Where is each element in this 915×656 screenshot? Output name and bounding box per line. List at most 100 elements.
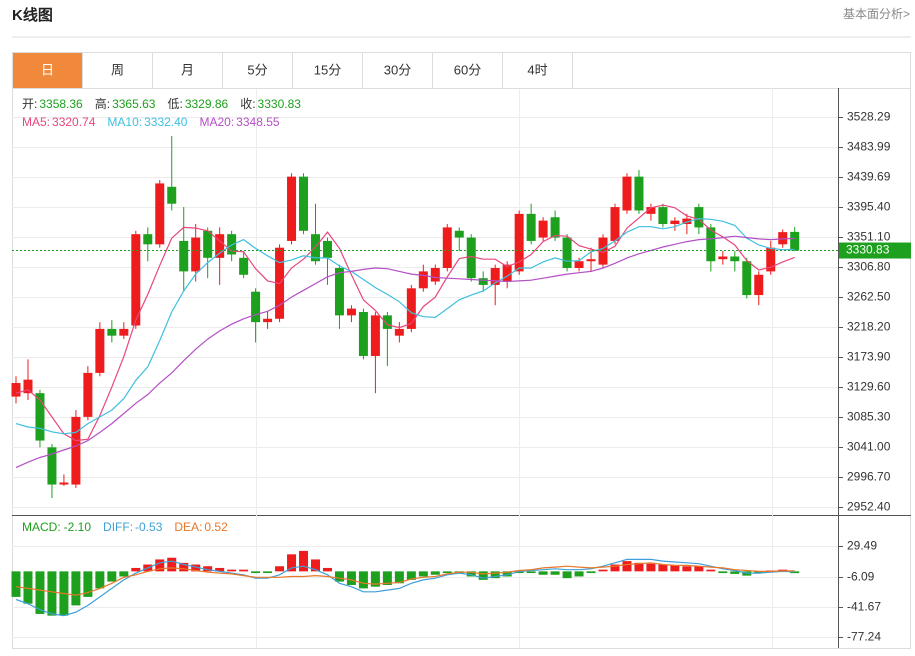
macd-bar bbox=[215, 567, 225, 572]
macd-bar bbox=[598, 569, 608, 572]
candle-body bbox=[23, 379, 33, 394]
macd-bar bbox=[299, 550, 309, 572]
readout-label: 高: bbox=[95, 96, 110, 111]
macd-bar bbox=[406, 571, 416, 580]
readout-label: MA20: bbox=[199, 115, 234, 129]
candle-body bbox=[107, 328, 117, 336]
macd-bar bbox=[47, 571, 57, 616]
macd-bar bbox=[646, 563, 656, 572]
candle-body bbox=[682, 218, 692, 225]
macd-bar bbox=[526, 571, 536, 574]
tab-label[interactable]: 4时 bbox=[527, 62, 547, 77]
tab[interactable] bbox=[152, 52, 223, 89]
readout-value: 3358.36 bbox=[39, 97, 83, 111]
macd-bar bbox=[610, 564, 620, 572]
readout-label: DIFF: bbox=[103, 520, 133, 534]
macd-bar bbox=[586, 571, 596, 574]
macd-bar bbox=[418, 571, 428, 577]
readout-label: 低: bbox=[167, 97, 182, 111]
macd-bar bbox=[718, 571, 728, 574]
candle-body bbox=[526, 213, 536, 241]
tab-label[interactable]: 周 bbox=[111, 62, 124, 77]
readout-value: -2.10 bbox=[64, 520, 92, 534]
candle-body bbox=[358, 311, 368, 356]
last-price-label: 3330.83 bbox=[846, 243, 890, 257]
macd-bar bbox=[466, 571, 476, 577]
tab[interactable] bbox=[292, 52, 363, 89]
readout-label: DEA: bbox=[174, 520, 202, 534]
candle-body bbox=[131, 234, 141, 326]
readout-label: MA5: bbox=[22, 115, 50, 129]
readout-value: 3330.83 bbox=[258, 97, 302, 111]
candle-body bbox=[382, 315, 392, 329]
candle-body bbox=[334, 268, 344, 316]
macd-bar bbox=[634, 562, 644, 572]
y-tick-label: 3085.30 bbox=[847, 410, 891, 424]
tab-label[interactable]: 月 bbox=[181, 62, 194, 77]
candle-body bbox=[47, 447, 57, 485]
tab[interactable] bbox=[432, 52, 503, 89]
macd-bar bbox=[562, 571, 572, 579]
candle-body bbox=[95, 328, 105, 373]
macd-bar bbox=[263, 571, 273, 574]
candle-body bbox=[179, 240, 189, 272]
macd-bar bbox=[694, 566, 704, 572]
macd-bar bbox=[346, 571, 356, 585]
macd-bar bbox=[358, 571, 368, 589]
candle-body bbox=[646, 207, 656, 214]
candle-body bbox=[778, 232, 788, 245]
macd-bar bbox=[275, 566, 285, 572]
readout-value: 3320.74 bbox=[52, 115, 96, 129]
macd-bar bbox=[107, 571, 117, 582]
candle-body bbox=[287, 176, 297, 241]
macd-bar bbox=[35, 571, 45, 614]
candle-body bbox=[742, 261, 752, 296]
macd-bar bbox=[430, 571, 440, 575]
candle-body bbox=[610, 207, 620, 241]
candle-body bbox=[598, 237, 608, 265]
y-tick-label: 3351.10 bbox=[847, 230, 891, 244]
candle-body bbox=[299, 176, 309, 231]
last-price-tag bbox=[839, 242, 911, 259]
candle-body bbox=[203, 230, 213, 258]
tab-label[interactable]: 15分 bbox=[314, 62, 341, 77]
tab[interactable] bbox=[362, 52, 433, 89]
macd-bar bbox=[83, 571, 93, 597]
macd-bar bbox=[71, 571, 81, 606]
y-tick-label: 3483.99 bbox=[847, 140, 891, 154]
macd-bar bbox=[203, 566, 213, 572]
candle-body bbox=[514, 213, 524, 272]
y-tick-label: 3129.60 bbox=[847, 380, 891, 394]
macd-bar bbox=[574, 571, 584, 577]
tab-label[interactable]: 日 bbox=[41, 62, 54, 77]
readout-value: 3329.86 bbox=[185, 97, 229, 111]
candle-body bbox=[406, 288, 416, 329]
tab[interactable] bbox=[502, 52, 573, 89]
fundamental-link[interactable]: 基本面分析> bbox=[843, 7, 910, 21]
candle-body bbox=[502, 264, 512, 282]
candle-body bbox=[586, 259, 596, 262]
readout-label: 开: bbox=[22, 97, 37, 111]
candle-body bbox=[562, 237, 572, 269]
macd-bar bbox=[155, 559, 165, 572]
readout-label: MACD: bbox=[22, 520, 61, 534]
tab[interactable] bbox=[222, 52, 293, 89]
candle-body bbox=[790, 231, 800, 251]
candle-body bbox=[478, 278, 488, 285]
candle-body bbox=[119, 328, 129, 336]
readout-label: MA10: bbox=[107, 115, 142, 129]
chart-frame bbox=[12, 88, 911, 649]
candle-body bbox=[167, 186, 177, 204]
macd-bar bbox=[730, 571, 740, 574]
tab-label[interactable]: 60分 bbox=[454, 62, 481, 77]
macd-bar bbox=[682, 566, 692, 572]
candle-body bbox=[35, 393, 45, 441]
candle-body bbox=[370, 315, 380, 356]
candle-body bbox=[418, 271, 428, 289]
candle-body bbox=[394, 328, 404, 336]
candle-body bbox=[622, 176, 632, 211]
candle-body bbox=[11, 383, 21, 397]
tab-label[interactable]: 30分 bbox=[384, 62, 411, 77]
tab-label[interactable]: 5分 bbox=[247, 62, 267, 77]
